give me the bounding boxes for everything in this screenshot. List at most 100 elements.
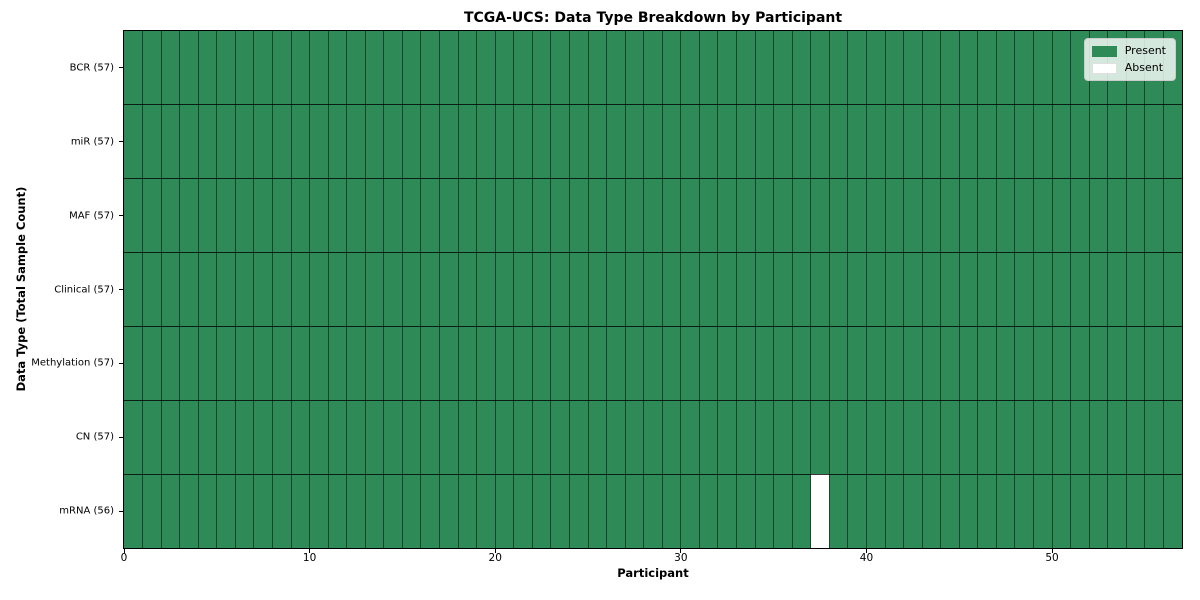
row-divider-line — [124, 252, 1182, 254]
cell-edge-line — [587, 31, 589, 548]
cell-edge-line — [457, 31, 459, 548]
cell-edge-line — [568, 31, 570, 548]
legend-item-present: Present — [1091, 44, 1166, 57]
cell-edge-line — [383, 31, 385, 548]
cell-edge-line — [216, 31, 218, 548]
cell-edge-line — [1107, 31, 1109, 548]
y-tick-mark — [119, 215, 123, 217]
cell-edge-line — [1070, 31, 1072, 548]
absent-swatch — [1091, 62, 1117, 74]
cell-edge-line — [754, 31, 756, 548]
y-tick-label: BCR (57) — [69, 62, 114, 74]
cell-edge-line — [995, 31, 997, 548]
y-tick-mark — [119, 289, 123, 290]
cell-edge-line — [327, 31, 329, 548]
cell-edge-line — [903, 31, 905, 548]
cell-edge-line — [346, 31, 348, 548]
y-tick-label: Methylation (57) — [31, 357, 114, 369]
cell-edge-line — [142, 31, 144, 548]
cell-edge-line — [179, 31, 181, 548]
cell-edge-line — [736, 31, 738, 548]
cell-edge-line — [364, 31, 366, 548]
row-divider-line — [124, 104, 1182, 106]
cell-edge-line — [698, 31, 700, 548]
row-divider-line — [124, 473, 1182, 475]
cell-edge-line — [940, 31, 942, 548]
cell-edge-line — [1088, 31, 1090, 548]
y-tick-mark — [119, 436, 123, 438]
y-tick-label: MAF (57) — [69, 210, 114, 222]
x-tick-label: 20 — [488, 552, 502, 564]
cell-edge-line — [476, 31, 478, 548]
x-tick-label: 10 — [302, 552, 317, 564]
y-tick-label: Clinical (57) — [54, 284, 114, 295]
cell-edge-line — [884, 31, 886, 548]
legend-label-absent: Absent — [1124, 61, 1164, 75]
cell-edge-line — [606, 31, 608, 548]
x-tick-mark — [123, 549, 125, 553]
cell-edge-line — [197, 31, 199, 548]
cell-edge-line — [531, 31, 533, 548]
x-tick-label: 0 — [120, 552, 128, 564]
cell-edge-line — [309, 31, 311, 548]
y-tick-mark — [119, 141, 123, 143]
cell-edge-line — [234, 31, 236, 548]
cell-edge-line — [661, 31, 663, 548]
heatmap-cell-absent — [810, 474, 830, 548]
cell-edge-line — [791, 31, 793, 548]
cell-edge-line — [717, 31, 719, 548]
cell-edge-line — [643, 31, 645, 548]
x-tick-mark — [680, 549, 682, 553]
x-tick-label: 50 — [1045, 552, 1059, 564]
cell-edge-line — [1162, 31, 1164, 548]
row-divider-line — [124, 325, 1182, 327]
cell-edge-line — [1033, 31, 1034, 548]
cell-edge-line — [958, 31, 960, 548]
row-divider-line — [124, 178, 1182, 180]
x-tick-mark — [865, 549, 867, 553]
x-tick-mark — [494, 549, 496, 553]
x-tick-mark — [1051, 549, 1053, 553]
chart-title: TCGA-UCS: Data Type Breakdown by Partici… — [463, 10, 843, 26]
cell-edge-line — [513, 31, 515, 548]
cell-edge-line — [921, 31, 923, 548]
cell-edge-line — [773, 31, 775, 548]
y-tick-label: CN (57) — [75, 431, 114, 443]
cell-edge-line — [550, 31, 552, 548]
cell-edge-line — [1144, 31, 1146, 548]
cell-edge-line — [253, 31, 255, 548]
x-tick-label: 40 — [859, 552, 874, 564]
plot-area: Present Absent — [124, 31, 1182, 548]
y-tick-label: mRNA (56) — [59, 505, 114, 517]
cell-edge-line — [865, 31, 867, 548]
cell-edge-line — [271, 31, 273, 548]
cell-edge-line — [494, 31, 496, 548]
cell-edge-line — [439, 31, 441, 548]
cell-edge-line — [847, 31, 849, 548]
cell-edge-line — [401, 31, 403, 548]
cell-edge-line — [160, 31, 162, 548]
y-tick-mark — [119, 362, 123, 364]
cell-edge-line — [810, 31, 812, 548]
row-divider-line — [124, 399, 1182, 401]
y-tick-mark — [119, 67, 123, 69]
x-axis-label: Participant — [617, 566, 689, 580]
cell-edge-line — [1014, 31, 1016, 548]
cell-edge-line — [680, 31, 682, 548]
cell-edge-line — [828, 31, 830, 548]
present-swatch — [1091, 45, 1117, 57]
y-tick-mark — [119, 510, 123, 512]
cell-edge-line — [290, 31, 292, 548]
cell-edge-line — [624, 31, 626, 548]
cell-edge-line — [420, 31, 422, 548]
x-tick-mark — [309, 549, 311, 553]
cell-edge-line — [1125, 31, 1127, 548]
cell-edge-line — [1051, 31, 1053, 548]
legend-label-present: Present — [1124, 44, 1166, 57]
cell-edge-line — [977, 31, 979, 548]
legend-item-absent: Absent — [1091, 61, 1166, 75]
x-tick-label: 30 — [674, 552, 688, 564]
y-tick-label: miR (57) — [70, 136, 114, 148]
legend: Present Absent — [1083, 38, 1176, 82]
